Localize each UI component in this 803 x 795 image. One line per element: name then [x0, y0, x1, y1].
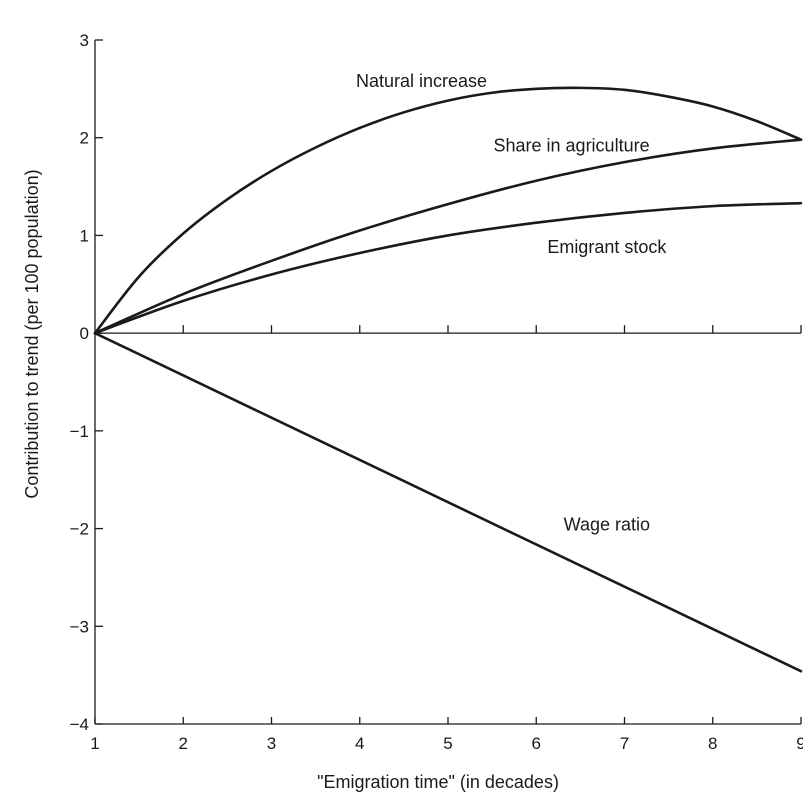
y-tick-label: −2 [70, 520, 89, 539]
y-ticks: −4 −3 −2 −1 0 1 2 3 [70, 31, 103, 734]
x-tick-label: 8 [708, 734, 717, 753]
series-line-emigrant-stock [93, 201, 803, 335]
y-tick-label: −1 [70, 422, 89, 441]
x-tick-label: 7 [620, 734, 629, 753]
x-tick-label: 6 [532, 734, 541, 753]
x-axis-title: "Emigration time" (in decades) [317, 772, 559, 792]
x-ticks: 1 2 3 4 5 6 7 8 9 [90, 717, 803, 753]
x-tick-label: 4 [355, 734, 364, 753]
zero-line-ticks [182, 325, 802, 334]
series-labels: Natural increase Share in agriculture Emig… [356, 71, 667, 535]
x-tick-label: 9 [796, 734, 803, 753]
series-lines [93, 86, 803, 673]
series-label-natural-increase: Natural increase [356, 71, 487, 91]
series-line-wage-ratio [93, 331, 803, 673]
x-tick-label: 1 [90, 734, 99, 753]
x-tick-label: 3 [267, 734, 276, 753]
y-tick-label: 3 [80, 31, 89, 50]
y-tick-label: 2 [80, 129, 89, 148]
series-label-wage-ratio: Wage ratio [564, 515, 650, 535]
y-axis-title: Contribution to trend (per 100 populatio… [22, 169, 42, 498]
x-tick-label: 5 [443, 734, 452, 753]
series-line-natural-increase [93, 86, 803, 335]
y-tick-label: 1 [80, 226, 89, 245]
x-tick-label: 2 [179, 734, 188, 753]
series-label-share-in-agriculture: Share in agriculture [494, 135, 650, 155]
y-tick-label: 0 [80, 324, 89, 343]
y-tick-label: −3 [70, 617, 89, 636]
series-label-emigrant-stock: Emigrant stock [547, 237, 667, 257]
y-tick-label: −4 [70, 715, 89, 734]
series-line-share-in-agriculture [93, 138, 803, 335]
